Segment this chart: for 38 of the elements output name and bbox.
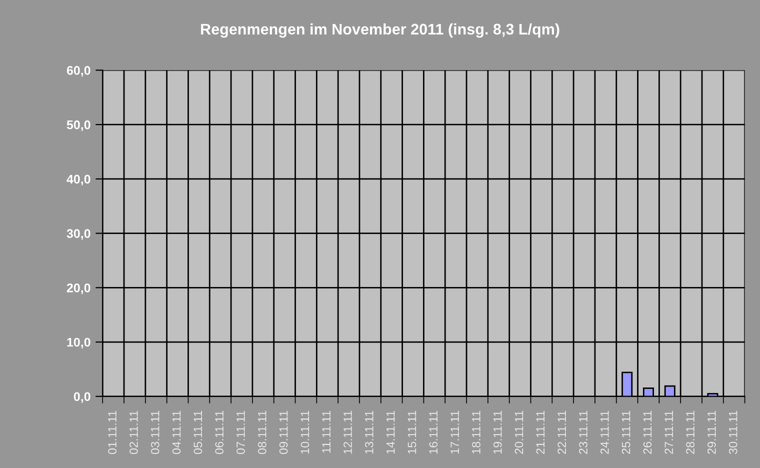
x-tick-label: 26.11.11 <box>643 410 652 454</box>
x-tick-label: 02.11.11 <box>130 410 138 454</box>
x-tick-label: 07.11.11 <box>236 410 245 454</box>
y-tick-label: 10,0 <box>67 338 90 348</box>
y-tick-label: 60,0 <box>66 66 90 77</box>
x-tick-label: 10.11.11 <box>300 410 310 454</box>
x-tick-label: 17.11.11 <box>450 410 459 454</box>
x-tick-label: 22.11.11 <box>558 410 566 454</box>
x-tick-label: 20.11.11 <box>514 410 524 454</box>
x-tick-label: 15.11.11 <box>408 410 416 454</box>
x-tick-label: 06.11.11 <box>215 410 224 454</box>
x-tick-label: 09.11.11 <box>279 410 288 454</box>
x-tick-label: 19.11.11 <box>493 410 502 454</box>
x-tick-label: 23.11.11 <box>579 410 588 454</box>
x-tick-label: 12.11.11 <box>344 410 352 454</box>
x-tick-label: 08.11.11 <box>258 410 266 454</box>
x-tick-label: 18.11.11 <box>472 410 480 454</box>
y-tick-label: 50,0 <box>66 120 90 132</box>
x-tick-label: 11.11.11 <box>322 410 330 453</box>
x-tick-label: 21.11.11 <box>536 410 544 454</box>
y-tick-label: 0,0 <box>74 392 90 403</box>
chart-title: Regenmengen im November 2011 (insg. 8,3 L/qm) <box>201 23 560 38</box>
x-tick-label: 16.11.11 <box>429 410 438 454</box>
x-tick-label: 04.11.11 <box>172 410 181 454</box>
x-tick-label: 30.11.11 <box>728 410 738 454</box>
x-tick-label: 05.11.11 <box>194 410 202 454</box>
x-tick-label: 03.11.11 <box>150 410 160 454</box>
y-tick-label: 40,0 <box>66 174 90 186</box>
x-tick-label: 27.11.11 <box>664 410 673 454</box>
x-tick-label: 24.11.11 <box>600 410 609 454</box>
y-tick-label: 20,0 <box>66 283 90 294</box>
x-tick-label: 25.11.11 <box>622 410 630 454</box>
x-tick-label: 28.11.11 <box>686 410 694 454</box>
x-tick-label: 14.11.11 <box>386 410 395 454</box>
x-tick-label: 13.11.11 <box>364 410 374 454</box>
x-tick-label: 01.11.11 <box>108 410 116 454</box>
y-tick-label: 30,0 <box>66 229 90 240</box>
x-tick-label: 29.11.11 <box>708 410 716 454</box>
